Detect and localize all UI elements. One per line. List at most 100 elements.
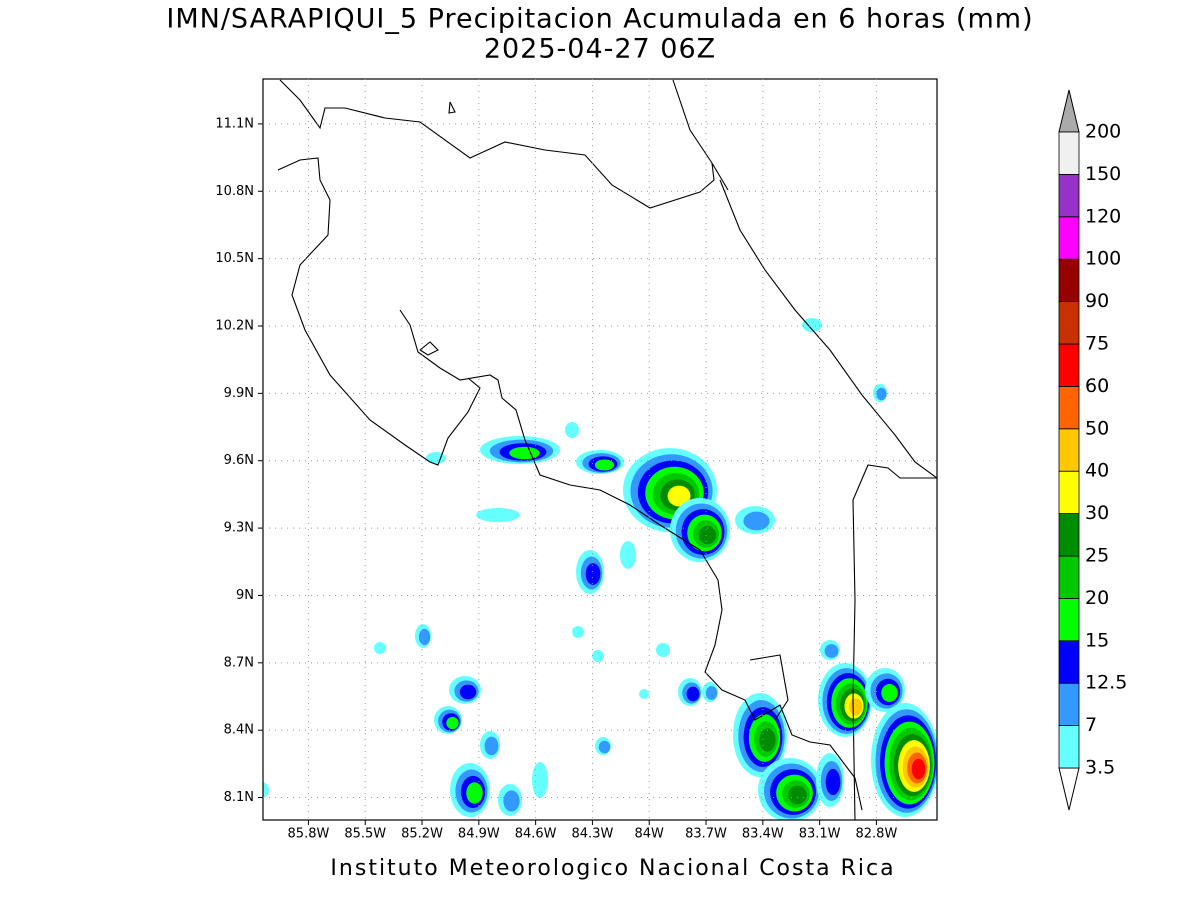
precip-contour: [825, 768, 841, 796]
precip-contour: [594, 459, 615, 471]
map-subtitle: 2025-04-27 06Z: [484, 34, 716, 65]
colorbar-label: 75: [1085, 333, 1109, 355]
coastline: [279, 79, 729, 209]
coastline: [399, 309, 863, 811]
x-tick-label: 83.4W: [742, 827, 784, 842]
precip-contour: [686, 686, 700, 702]
colorbar-box: [1058, 513, 1080, 557]
y-tick-label: 8.1N: [224, 790, 254, 805]
precip-contour: [639, 689, 649, 699]
colorbar-label: 50: [1085, 417, 1109, 439]
precip-contour: [881, 684, 898, 702]
precip-contour: [459, 684, 477, 700]
colorbar-label: 15: [1085, 629, 1109, 651]
precip-contour: [374, 642, 386, 654]
coastline: [419, 341, 439, 356]
colorbar-label: 12.5: [1085, 672, 1127, 694]
precip-contour: [565, 422, 579, 438]
colorbar-label: 100: [1085, 248, 1121, 270]
colorbar-box: [1058, 301, 1080, 345]
precip-contour: [911, 758, 926, 780]
precip-contour: [484, 736, 499, 756]
precip-contour: [848, 698, 863, 716]
y-tick-label: 10.5N: [215, 251, 254, 266]
coastline: [672, 79, 713, 164]
x-tick-label: 84.3W: [572, 827, 614, 842]
colorbar-box: [1058, 725, 1080, 769]
colorbar-box: [1058, 216, 1080, 260]
precip-contour: [503, 790, 520, 812]
x-tick-label: 83.1W: [799, 827, 841, 842]
colorbar-box: [1058, 131, 1080, 175]
x-tick-label: 84W: [635, 827, 665, 842]
colorbar-box: [1058, 258, 1080, 303]
precip-contour: [592, 650, 604, 662]
coastline: [277, 157, 481, 466]
precip-contour: [743, 511, 770, 531]
precip-contour: [705, 686, 718, 700]
colorbar-box: [1058, 470, 1080, 515]
colorbar-box: [1058, 343, 1080, 387]
colorbar-label: 90: [1085, 290, 1109, 312]
precip-contour: [572, 626, 584, 638]
precip-contour: [759, 728, 776, 752]
precip-contour: [418, 628, 431, 646]
precip-contour: [667, 485, 691, 507]
colorbar-label: 200: [1085, 121, 1121, 143]
y-tick-label: 9.9N: [224, 386, 254, 401]
precip-contour: [476, 508, 520, 522]
precip-contour: [532, 762, 548, 798]
colorbar-label: 120: [1085, 205, 1121, 227]
y-tick-label: 10.2N: [215, 319, 254, 334]
precip-contour: [620, 541, 636, 569]
y-tick-label: 11.1N: [215, 116, 254, 131]
precip-contour: [585, 563, 601, 585]
colorbar-box: [1058, 555, 1080, 599]
colorbar-label: 150: [1085, 163, 1121, 185]
precip-contour: [446, 716, 459, 730]
colorbar-label: 25: [1085, 545, 1109, 567]
precip-contour: [802, 318, 822, 332]
x-tick-label: 82.8W: [856, 827, 898, 842]
colorbar-label: 60: [1085, 375, 1109, 397]
x-tick-label: 85.5W: [344, 827, 386, 842]
coastline: [448, 101, 456, 114]
map-title: IMN/SARAPIQUI_5 Precipitacion Acumulada …: [166, 4, 1033, 35]
x-tick-label: 85.2W: [401, 827, 443, 842]
precip-contour: [263, 782, 269, 798]
precip-contour: [876, 387, 887, 401]
precip-contour: [788, 785, 807, 805]
colorbar-box: [1058, 640, 1080, 684]
colorbar-label: 40: [1085, 460, 1109, 482]
coastline: [749, 654, 789, 721]
x-tick-label: 84.6W: [515, 827, 557, 842]
y-tick-label: 10.8N: [215, 184, 254, 199]
colorbar-over: [1058, 89, 1080, 133]
precip-contour: [824, 644, 839, 658]
x-tick-label: 83.7W: [685, 827, 727, 842]
colorbar-box: [1058, 173, 1080, 218]
y-tick-label: 9.6N: [224, 453, 254, 468]
precip-contour: [466, 782, 483, 804]
plot-frame: [262, 78, 938, 821]
colorbar-box: [1058, 682, 1080, 727]
x-tick-label: 84.9W: [458, 827, 500, 842]
colorbar-label: 30: [1085, 502, 1109, 524]
colorbar-label: 3.5: [1085, 757, 1115, 779]
precip-contour: [598, 740, 611, 754]
colorbar-box: [1058, 428, 1080, 472]
y-tick-label: 9.3N: [224, 521, 254, 536]
colorbar-label: 20: [1085, 587, 1109, 609]
y-tick-label: 9N: [236, 588, 254, 603]
coastlines: [277, 79, 937, 820]
precip-contour: [656, 643, 670, 657]
coastline: [719, 179, 937, 479]
colorbar-box: [1058, 385, 1080, 430]
colorbar-label: 7: [1085, 714, 1097, 736]
map-footer: Instituto Meteorologico Nacional Costa R…: [330, 856, 895, 881]
colorbar-under: [1058, 767, 1080, 811]
coastline: [852, 464, 937, 820]
x-tick-label: 85.8W: [288, 827, 330, 842]
y-tick-label: 8.4N: [224, 723, 254, 738]
